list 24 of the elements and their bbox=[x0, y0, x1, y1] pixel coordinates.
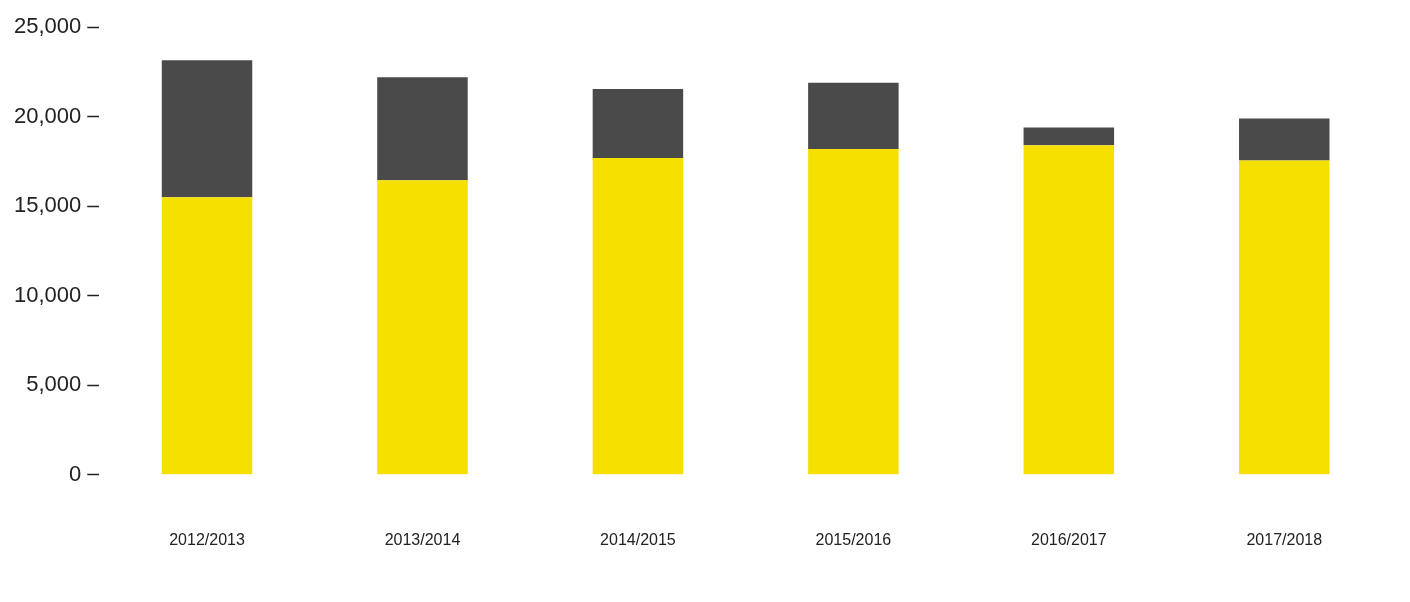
bar bbox=[592, 88, 684, 158]
bar bbox=[1023, 145, 1115, 475]
bar bbox=[161, 60, 253, 198]
bar bbox=[1023, 127, 1115, 146]
bar bbox=[808, 82, 899, 149]
bar bbox=[377, 180, 468, 475]
x-tick-label: 2015/2016 bbox=[815, 530, 892, 548]
y-tick-label: 10,000 bbox=[13, 281, 82, 307]
bar bbox=[592, 157, 684, 475]
y-tick-label: 20,000 bbox=[13, 102, 82, 128]
y-tick-label: 25,000 bbox=[13, 13, 82, 39]
x-tick-label: 2014/2015 bbox=[600, 530, 676, 548]
x-tick-label: 2013/2014 bbox=[384, 530, 461, 548]
x-tick-label: 2016/2017 bbox=[1031, 530, 1107, 548]
x-tick-label: 2012/2013 bbox=[169, 530, 245, 548]
bar bbox=[808, 148, 899, 475]
bar bbox=[161, 197, 253, 475]
bar bbox=[1239, 118, 1330, 161]
bar bbox=[377, 77, 468, 181]
bar bbox=[1239, 160, 1330, 475]
y-tick-label: 15,000 bbox=[13, 192, 82, 218]
x-tick-label: 2017/2018 bbox=[1246, 530, 1323, 548]
y-tick-label: 0 bbox=[69, 460, 82, 486]
y-tick-label: 5,000 bbox=[26, 371, 82, 397]
